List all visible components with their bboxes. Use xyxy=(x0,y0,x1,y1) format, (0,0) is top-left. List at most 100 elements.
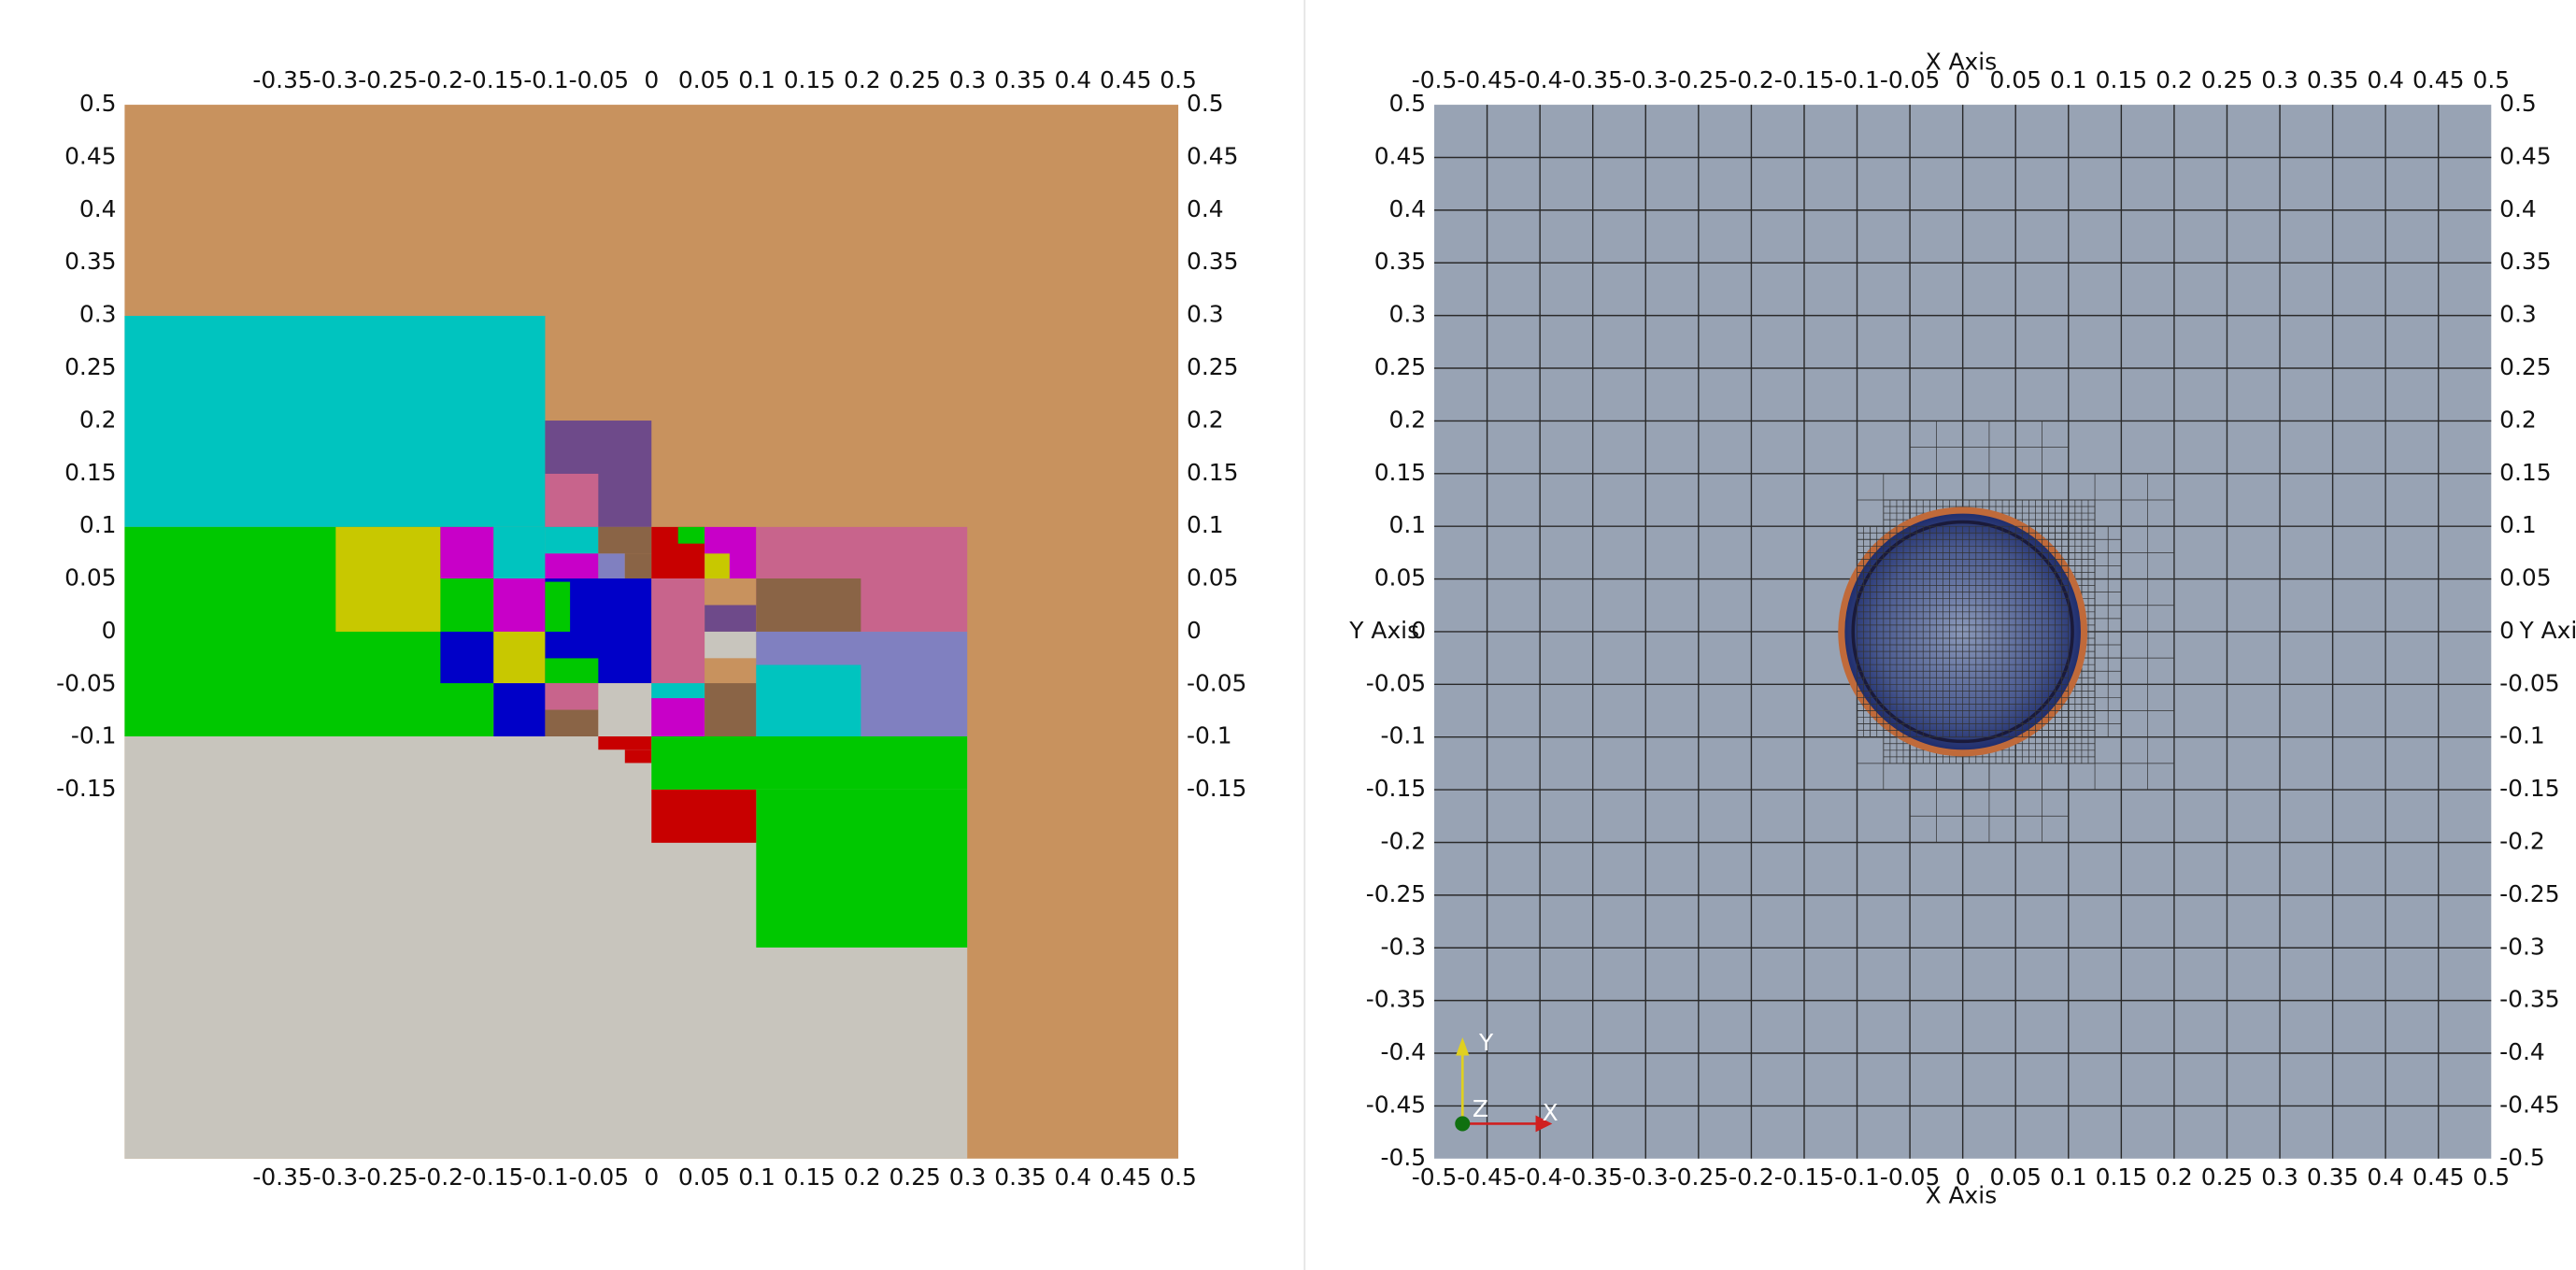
y-tick-label: 0.35 xyxy=(1374,248,1426,275)
y-tick-label: -0.1 xyxy=(71,722,117,749)
y-tick-label: -0.15 xyxy=(1187,775,1246,802)
x-tick-label: 0.45 xyxy=(2412,66,2464,93)
x-tick-label: 0.2 xyxy=(2156,66,2193,93)
x-tick-label: -0.1 xyxy=(523,66,569,93)
y-tick-label: 0.1 xyxy=(2499,511,2537,538)
x-tick-label: 0.4 xyxy=(1055,1163,1092,1191)
x-tick-label: 0.15 xyxy=(784,66,835,93)
x-tick-label: -0.3 xyxy=(1623,1163,1669,1191)
y-tick-label: 0.2 xyxy=(2499,406,2537,433)
x-tick-label: 0.2 xyxy=(844,66,881,93)
x-axis-title: X Axis xyxy=(1926,49,1998,76)
y-tick-label: 0.05 xyxy=(64,564,116,592)
y-tick-label: 0.15 xyxy=(1187,459,1238,486)
x-tick-label: 0.5 xyxy=(1160,66,1197,93)
x-tick-label: -0.2 xyxy=(418,66,463,93)
x-tick-label: 0 xyxy=(644,66,659,93)
y-tick-label: -0.4 xyxy=(2499,1038,2545,1065)
x-tick-label: -0.4 xyxy=(1517,66,1563,93)
x-tick-label: -0.05 xyxy=(569,66,629,93)
x-tick-label: 0.45 xyxy=(2412,1163,2464,1191)
y-tick-label: -0.1 xyxy=(2499,722,2545,749)
x-tick-label: -0.05 xyxy=(1880,66,1940,93)
bubble-ring xyxy=(1851,520,2074,744)
y-tick-label: 0.3 xyxy=(79,301,117,328)
y-tick-label: 0.05 xyxy=(2499,564,2551,592)
x-tick-label: 0.15 xyxy=(2096,1163,2147,1191)
y-tick-label: 0.25 xyxy=(1374,353,1426,380)
x-tick-label: 0.4 xyxy=(2367,1163,2404,1191)
y-tick-label: -0.05 xyxy=(2499,669,2559,696)
x-tick-label: 0.05 xyxy=(678,1163,730,1191)
x-tick-label: 0.5 xyxy=(2472,1163,2510,1191)
x-tick-label: 0.3 xyxy=(949,1163,987,1191)
x-tick-label: 0.1 xyxy=(2050,1163,2087,1191)
x-tick-label: -0.2 xyxy=(418,1163,463,1191)
y-tick-label: -0.2 xyxy=(1381,827,1427,854)
x-tick-label: 0.15 xyxy=(784,1163,835,1191)
y-tick-label: -0.2 xyxy=(2499,827,2545,854)
y-axis-title: Y Axis xyxy=(2519,617,2576,644)
x-tick-label: -0.25 xyxy=(1669,1163,1729,1191)
y-tick-label: 0.35 xyxy=(2499,248,2551,275)
y-tick-label: 0.5 xyxy=(79,90,117,117)
x-tick-label: 0.35 xyxy=(994,1163,1046,1191)
x-tick-label: 0.05 xyxy=(678,66,730,93)
y-tick-label: 0 xyxy=(1187,617,1202,644)
y-tick-label: 0.5 xyxy=(1389,90,1427,117)
x-tick-label: -0.15 xyxy=(1774,1163,1834,1191)
y-tick-label: 0.45 xyxy=(2499,142,2551,169)
x-tick-label: 0.5 xyxy=(2472,66,2510,93)
y-tick-label: -0.45 xyxy=(2499,1091,2559,1118)
y-tick-label: -0.25 xyxy=(2499,880,2559,907)
x-tick-label: -0.2 xyxy=(1729,66,1774,93)
y-tick-label: 0.1 xyxy=(1389,511,1427,538)
x-tick-label: 0.3 xyxy=(2261,66,2298,93)
x-tick-label: -0.2 xyxy=(1729,1163,1774,1191)
y-tick-label: -0.05 xyxy=(1187,669,1246,696)
y-tick-label: 0.25 xyxy=(1187,353,1238,380)
x-tick-label: -0.25 xyxy=(358,1163,418,1191)
x-tick-label: -0.5 xyxy=(1412,1163,1458,1191)
y-tick-label: 0.2 xyxy=(1389,406,1427,433)
x-tick-label: 0.2 xyxy=(2156,1163,2193,1191)
x-tick-label: -0.35 xyxy=(1563,66,1623,93)
y-tick-label: -0.05 xyxy=(56,669,116,696)
x-tick-label: -0.15 xyxy=(463,66,523,93)
y-tick-label: -0.1 xyxy=(1187,722,1232,749)
y-tick-label: 0.15 xyxy=(2499,459,2551,486)
y-tick-label: -0.4 xyxy=(1381,1038,1427,1065)
y-tick-label: 0.3 xyxy=(1389,301,1427,328)
y-tick-label: -0.15 xyxy=(1366,775,1426,802)
x-tick-label: -0.45 xyxy=(1457,1163,1516,1191)
y-tick-label: 0.05 xyxy=(1374,564,1426,592)
y-tick-label: -0.5 xyxy=(2499,1144,2545,1171)
x-tick-label: 0.3 xyxy=(2261,1163,2298,1191)
y-tick-label: 0.05 xyxy=(1187,564,1238,592)
y-axis-title: Y Axis xyxy=(1348,617,1419,644)
y-tick-label: -0.15 xyxy=(56,775,116,802)
x-tick-label: -0.1 xyxy=(523,1163,569,1191)
x-tick-label: -0.25 xyxy=(1669,66,1729,93)
x-tick-label: 0.25 xyxy=(889,1163,940,1191)
x-tick-label: -0.5 xyxy=(1412,66,1458,93)
y-tick-label: 0.15 xyxy=(64,459,116,486)
y-tick-label: 0 xyxy=(2499,617,2514,644)
y-tick-label: -0.3 xyxy=(2499,933,2545,960)
y-tick-label: 0 xyxy=(102,617,117,644)
x-tick-label: 0.35 xyxy=(2307,1163,2358,1191)
x-tick-label: 0.35 xyxy=(994,66,1046,93)
y-tick-label: -0.25 xyxy=(1366,880,1426,907)
y-tick-label: 0.45 xyxy=(1187,142,1238,169)
y-tick-label: 0.4 xyxy=(1389,195,1427,222)
x-tick-label: -0.45 xyxy=(1457,66,1516,93)
x-axis-title: X Axis xyxy=(1926,1182,1998,1209)
x-tick-label: 0.1 xyxy=(738,66,776,93)
y-tick-label: -0.45 xyxy=(1366,1091,1426,1118)
x-tick-label: 0.25 xyxy=(2201,1163,2253,1191)
x-tick-label: 0.1 xyxy=(738,1163,776,1191)
y-tick-label: -0.05 xyxy=(1366,669,1426,696)
x-tick-label: -0.35 xyxy=(252,66,312,93)
x-tick-label: -0.35 xyxy=(252,1163,312,1191)
x-tick-label: 0.4 xyxy=(2367,66,2404,93)
